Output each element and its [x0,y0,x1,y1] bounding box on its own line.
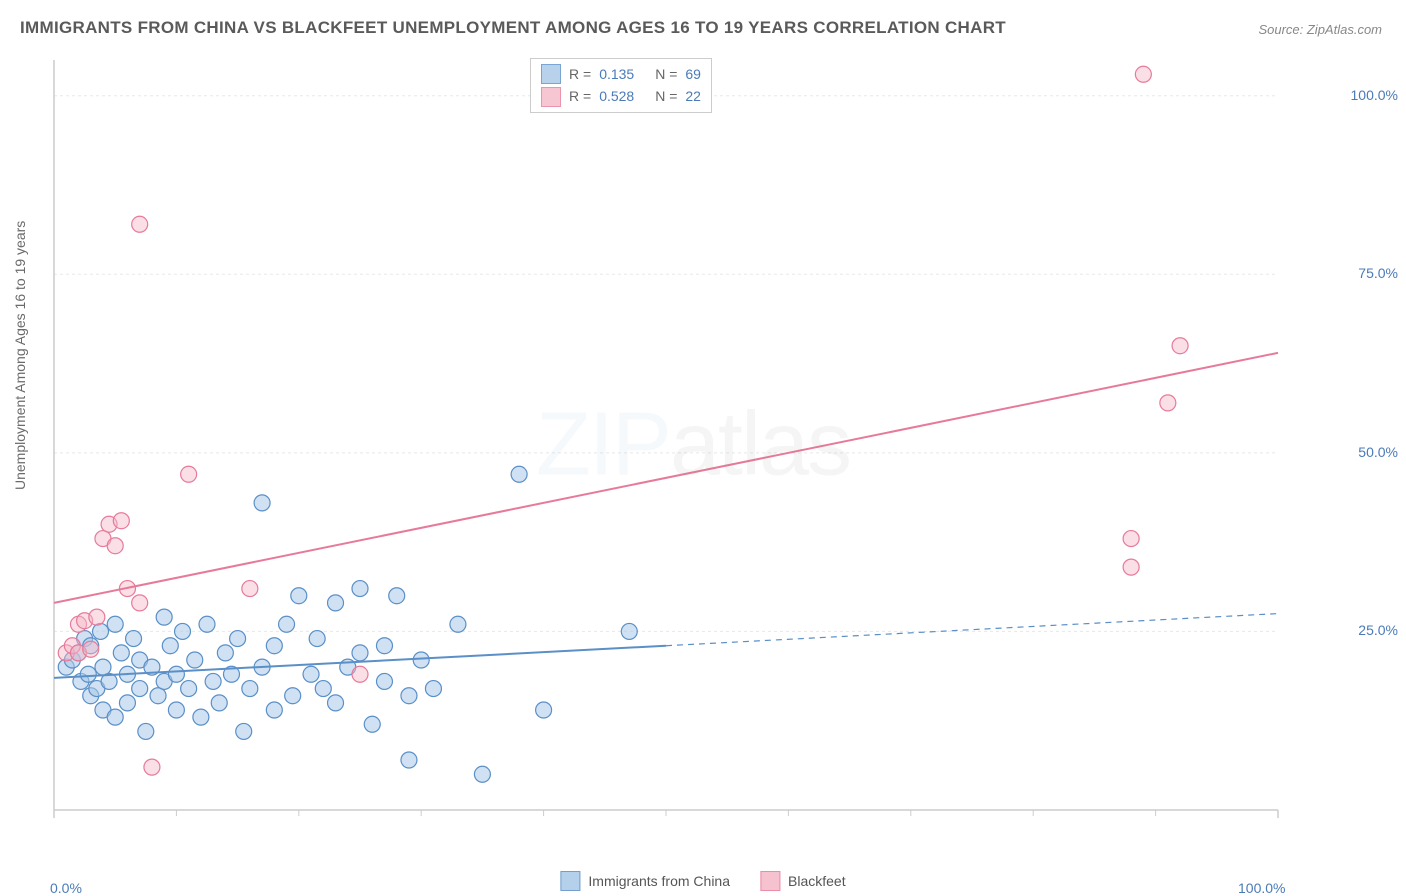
r-label: R = [569,63,591,85]
legend-item: Immigrants from China [560,870,730,892]
n-label: N = [655,85,677,107]
n-value: 69 [685,63,701,85]
y-tick-label: 100.0% [1351,87,1398,103]
n-value: 22 [685,85,701,107]
series-legend: Immigrants from China Blackfeet [560,870,845,892]
y-tick-label: 75.0% [1358,265,1398,281]
n-label: N = [655,63,677,85]
r-value: 0.528 [599,85,647,107]
chart-title: IMMIGRANTS FROM CHINA VS BLACKFEET UNEMP… [20,18,1006,38]
legend-item: Blackfeet [760,870,846,892]
stats-legend-row: R = 0.135 N = 69 [541,63,701,85]
legend-swatch [560,871,580,891]
legend-label: Blackfeet [788,870,846,892]
r-value: 0.135 [599,63,647,85]
stats-legend-row: R = 0.528 N = 22 [541,85,701,107]
y-tick-label: 50.0% [1358,444,1398,460]
chart-canvas [48,50,1338,840]
legend-label: Immigrants from China [588,870,730,892]
y-tick-label: 25.0% [1358,622,1398,638]
y-axis-label: Unemployment Among Ages 16 to 19 years [12,221,28,490]
legend-swatch [760,871,780,891]
source-attribution: Source: ZipAtlas.com [1258,22,1382,37]
stats-legend: R = 0.135 N = 69 R = 0.528 N = 22 [530,58,712,113]
r-label: R = [569,85,591,107]
legend-swatch [541,64,561,84]
x-tick-label: 100.0% [1238,880,1285,896]
scatter-plot: ZIPatlas [48,50,1338,840]
legend-swatch [541,87,561,107]
x-tick-label: 0.0% [50,880,82,896]
